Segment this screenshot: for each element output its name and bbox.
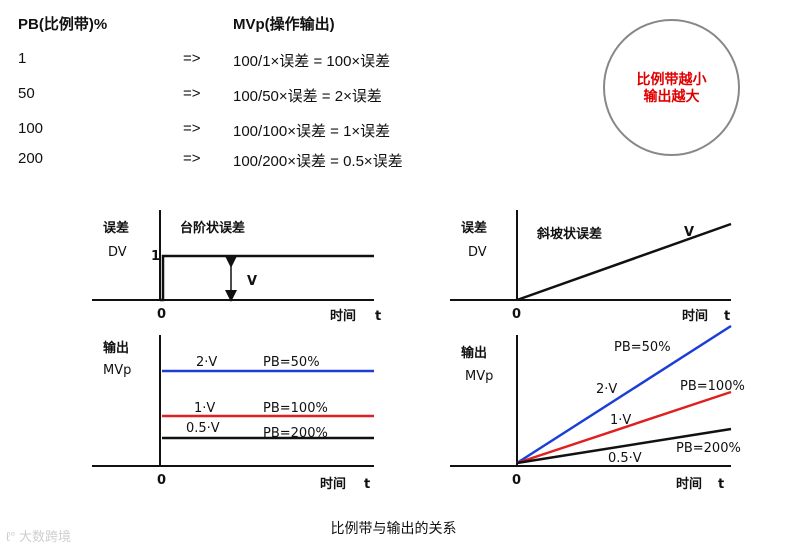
right-pb-label-200: PB=200% bbox=[676, 441, 741, 456]
figure-caption: 比例带与输出的关系 bbox=[330, 521, 457, 537]
pb-value: 100 bbox=[18, 120, 44, 137]
ramp-output-pb200 bbox=[516, 427, 732, 465]
right-ramp-error-diagram: 误差 DV 斜坡状误差 V 0 时间 t 输出 MVp 2·V PB=50% 1… bbox=[450, 210, 745, 492]
left-time-label: 时间 bbox=[330, 308, 356, 324]
watermark-logo-icon: ℓ° bbox=[6, 529, 16, 544]
left-pb-label-50: PB=50% bbox=[263, 355, 320, 370]
left-value-label-1v: 1·V bbox=[194, 401, 215, 416]
right-zero2-label: 0 bbox=[512, 473, 521, 488]
right-v-label: V bbox=[684, 225, 694, 240]
right-value-label-05v: 0.5·V bbox=[608, 451, 642, 466]
left-mvp-label: MVp bbox=[103, 363, 131, 378]
pb-column-header: PB(比例带)% bbox=[18, 16, 108, 33]
right-t2-label: t bbox=[718, 477, 724, 492]
watermark: ℓ° 大数跨境 bbox=[6, 526, 71, 545]
step-error-line bbox=[160, 254, 374, 302]
right-pb-label-100: PB=100% bbox=[680, 379, 745, 394]
ramp-error-line bbox=[516, 222, 732, 302]
right-zero-label: 0 bbox=[512, 307, 521, 322]
left-v-label: V bbox=[247, 274, 257, 289]
left-dv-label: DV bbox=[108, 245, 127, 260]
ramp-output-pb50 bbox=[516, 324, 732, 465]
right-t-label: t bbox=[724, 309, 730, 324]
right-time2-label: 时间 bbox=[676, 476, 702, 492]
mv-formula: 100/1×误差 = 100×误差 bbox=[233, 53, 391, 70]
watermark-text: 大数跨境 bbox=[19, 529, 72, 544]
pb-value: 50 bbox=[18, 85, 35, 102]
left-step-error-diagram: 误差 DV 台阶状误差 1 V 0 时间 t 输出 MVp 2·V PB=50%… bbox=[92, 210, 381, 492]
mv-formula: 100/50×误差 = 2×误差 bbox=[233, 88, 382, 105]
pb-value: 200 bbox=[18, 150, 44, 167]
mv-column-header: MVp(操作输出) bbox=[233, 16, 335, 33]
left-value-label-2v: 2·V bbox=[196, 355, 217, 370]
right-output-label: 输出 bbox=[461, 345, 487, 361]
arrow: => bbox=[183, 85, 201, 102]
right-mvp-label: MVp bbox=[465, 369, 493, 384]
summary-badge: 比例带越小 输出越大 bbox=[603, 19, 740, 156]
badge-line-1: 比例带越小 bbox=[636, 70, 707, 87]
left-zero2-label: 0 bbox=[157, 473, 166, 488]
arrow: => bbox=[183, 150, 201, 167]
left-value-label-05v: 0.5·V bbox=[186, 421, 220, 436]
right-dv-label: DV bbox=[468, 245, 487, 260]
mv-formula: 100/100×误差 = 1×误差 bbox=[233, 123, 391, 140]
right-error-label: 误差 bbox=[461, 220, 487, 236]
right-value-label-1v: 1·V bbox=[610, 413, 631, 428]
left-t-label: t bbox=[375, 309, 381, 324]
right-pb-label-50: PB=50% bbox=[614, 340, 671, 355]
right-value-label-2v: 2·V bbox=[596, 382, 617, 397]
arrow: => bbox=[183, 120, 201, 137]
arrow: => bbox=[183, 50, 201, 67]
ramp-output-pb100 bbox=[516, 390, 732, 465]
right-time-label: 时间 bbox=[682, 308, 708, 324]
left-zero-label: 0 bbox=[157, 307, 166, 322]
left-one-label: 1 bbox=[151, 249, 160, 264]
mv-formula: 100/200×误差 = 0.5×误差 bbox=[233, 153, 403, 170]
left-time2-label: 时间 bbox=[320, 476, 346, 492]
pb-value: 1 bbox=[18, 50, 27, 67]
left-error-label: 误差 bbox=[103, 220, 129, 236]
left-output-label: 输出 bbox=[103, 340, 129, 356]
badge-line-2: 输出越大 bbox=[643, 87, 700, 104]
left-diagram-title: 台阶状误差 bbox=[180, 220, 245, 236]
left-t2-label: t bbox=[364, 477, 370, 492]
right-diagram-title: 斜坡状误差 bbox=[536, 226, 602, 242]
left-pb-label-100: PB=100% bbox=[263, 401, 328, 416]
left-pb-label-200: PB=200% bbox=[263, 426, 328, 441]
